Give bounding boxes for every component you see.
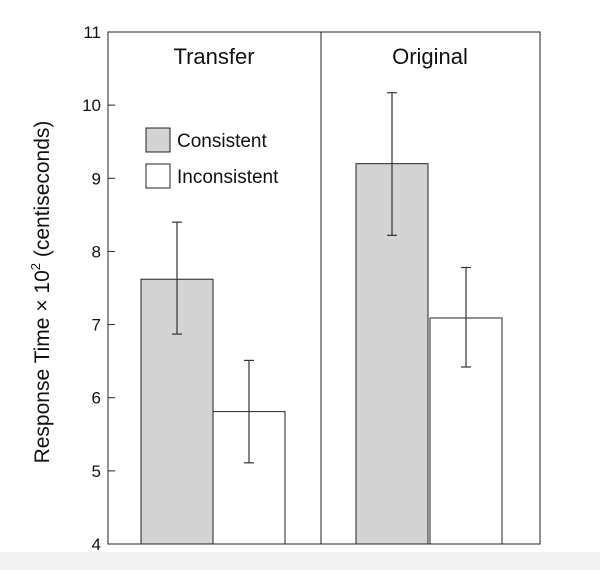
y-axis-label: Response Time × 102 (centiseconds)	[28, 121, 54, 464]
legend-swatch	[145, 127, 171, 153]
y-tick-label: 8	[92, 242, 101, 261]
legend-label: Inconsistent	[177, 167, 279, 188]
y-tick-label: 10	[82, 96, 101, 115]
y-tick-label: 4	[92, 535, 101, 554]
y-tick-label: 11	[83, 23, 101, 42]
plot-frame	[107, 31, 541, 545]
panel-title: Original	[392, 44, 468, 69]
bottom-strip	[0, 552, 600, 570]
y-tick-label: 6	[92, 389, 101, 408]
y-tick-label: 5	[92, 462, 101, 481]
legend-label: Consistent	[177, 131, 267, 152]
y-tick-label: 7	[92, 316, 101, 335]
panel-title: Transfer	[173, 44, 254, 69]
y-tick-label: 9	[92, 169, 101, 188]
legend-swatch	[145, 163, 171, 189]
